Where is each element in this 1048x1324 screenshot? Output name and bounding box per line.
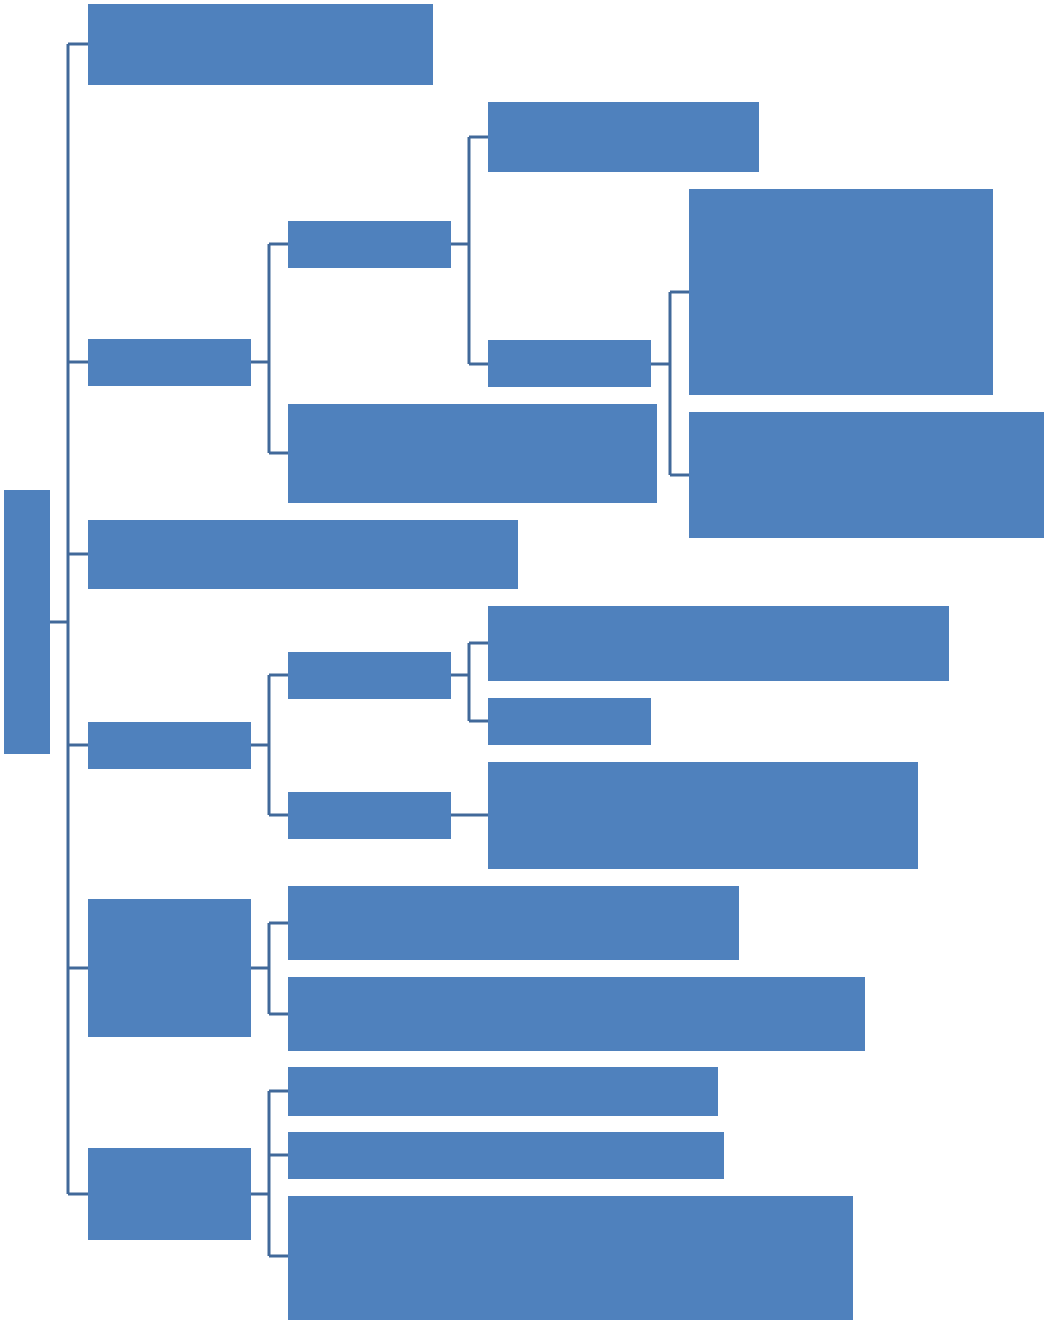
node <box>488 698 651 745</box>
node <box>88 339 251 386</box>
node <box>288 1132 724 1179</box>
connector <box>651 290 689 477</box>
node <box>288 792 451 839</box>
node <box>488 606 949 681</box>
node <box>88 520 518 589</box>
node <box>288 1196 853 1320</box>
node <box>88 722 251 769</box>
node <box>288 886 739 960</box>
connector <box>50 42 88 1196</box>
node <box>288 404 657 503</box>
connector <box>451 135 488 366</box>
node <box>288 221 451 268</box>
connector <box>251 242 288 455</box>
node <box>88 4 433 85</box>
node <box>488 340 651 387</box>
connector <box>451 641 488 723</box>
node <box>689 189 993 395</box>
node <box>689 412 1044 538</box>
connector <box>251 1089 288 1258</box>
node <box>88 899 251 1037</box>
node <box>88 1148 251 1240</box>
node <box>488 762 918 869</box>
node <box>288 652 451 699</box>
root-node <box>4 490 50 754</box>
node <box>288 1067 718 1116</box>
node <box>488 102 759 172</box>
connector <box>251 673 288 817</box>
connector <box>251 921 288 1016</box>
node <box>288 977 865 1051</box>
